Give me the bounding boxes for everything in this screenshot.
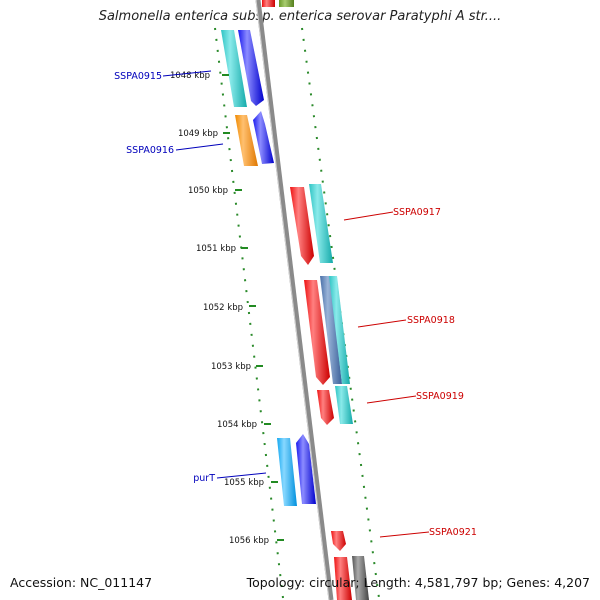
gene-ssp0915-cyan	[221, 30, 247, 107]
sequence-backbone	[255, 0, 334, 600]
reverse-genes	[290, 184, 369, 600]
outer-left-boundary	[214, 27, 284, 599]
gene-label-sspa0916[interactable]: SSPA0916	[126, 145, 174, 156]
gene-ssp0917-cyan	[309, 184, 333, 263]
scale-tick-labels: 1048 kbp 1049 kbp 1050 kbp 1051 kbp 1052…	[170, 71, 269, 546]
tick-label: 1051 kbp	[196, 244, 236, 254]
gene-labels: SSPA0915 SSPA0916 SSPA0917 SSPA0918 SSPA…	[114, 71, 477, 538]
gene-purt-sky	[277, 438, 297, 506]
tick-label: 1056 kbp	[229, 536, 269, 546]
gene-ssp0919-cyan	[335, 386, 353, 424]
tick-label: 1054 kbp	[217, 420, 257, 430]
tick-label: 1049 kbp	[178, 129, 218, 139]
tick-label: 1053 kbp	[211, 362, 251, 372]
gene-label-sspa0918[interactable]: SSPA0918	[407, 315, 455, 326]
gene-bottom-gray	[352, 556, 369, 600]
gene-ssp0916-orange	[235, 115, 258, 166]
gene-label-sspa0921[interactable]: SSPA0921	[429, 527, 477, 538]
gene-ssp0921-red	[331, 531, 346, 551]
gene-ssp0918-red	[304, 280, 330, 385]
accession-text: Accession: NC_011147	[10, 575, 153, 590]
scale-tick-marks	[222, 74, 284, 541]
map-title: Salmonella enterica subsp. enterica sero…	[98, 9, 502, 24]
gene-label-sspa0917[interactable]: SSPA0917	[393, 207, 441, 218]
gene-label-purt[interactable]: purT	[193, 473, 215, 484]
tick-label: 1050 kbp	[188, 186, 228, 196]
top-partial-genes	[262, 0, 294, 7]
forward-genes	[221, 30, 316, 506]
tick-label: 1055 kbp	[224, 478, 264, 488]
gene-label-sspa0915[interactable]: SSPA0915	[114, 71, 162, 82]
gene-label-sspa0919[interactable]: SSPA0919	[416, 391, 464, 402]
topology-text: Topology: circular; Length: 4,581,797 bp…	[246, 575, 590, 590]
gene-ssp0916-blue	[253, 111, 274, 164]
gene-ssp0917-red	[290, 187, 314, 265]
gene-ssp0918-steel	[320, 276, 342, 384]
gene-bottom-red	[334, 557, 352, 600]
sequence-backbone-highlight	[255, 0, 330, 600]
gene-ssp0915-blue	[238, 30, 264, 106]
tick-label: 1052 kbp	[203, 303, 243, 313]
gene-leader-lines	[162, 70, 430, 538]
gene-purt-blue	[296, 434, 316, 504]
tick-label: 1048 kbp	[170, 71, 210, 81]
gene-ssp0918-cyan	[329, 276, 350, 384]
gene-ssp0919-red	[317, 390, 334, 425]
